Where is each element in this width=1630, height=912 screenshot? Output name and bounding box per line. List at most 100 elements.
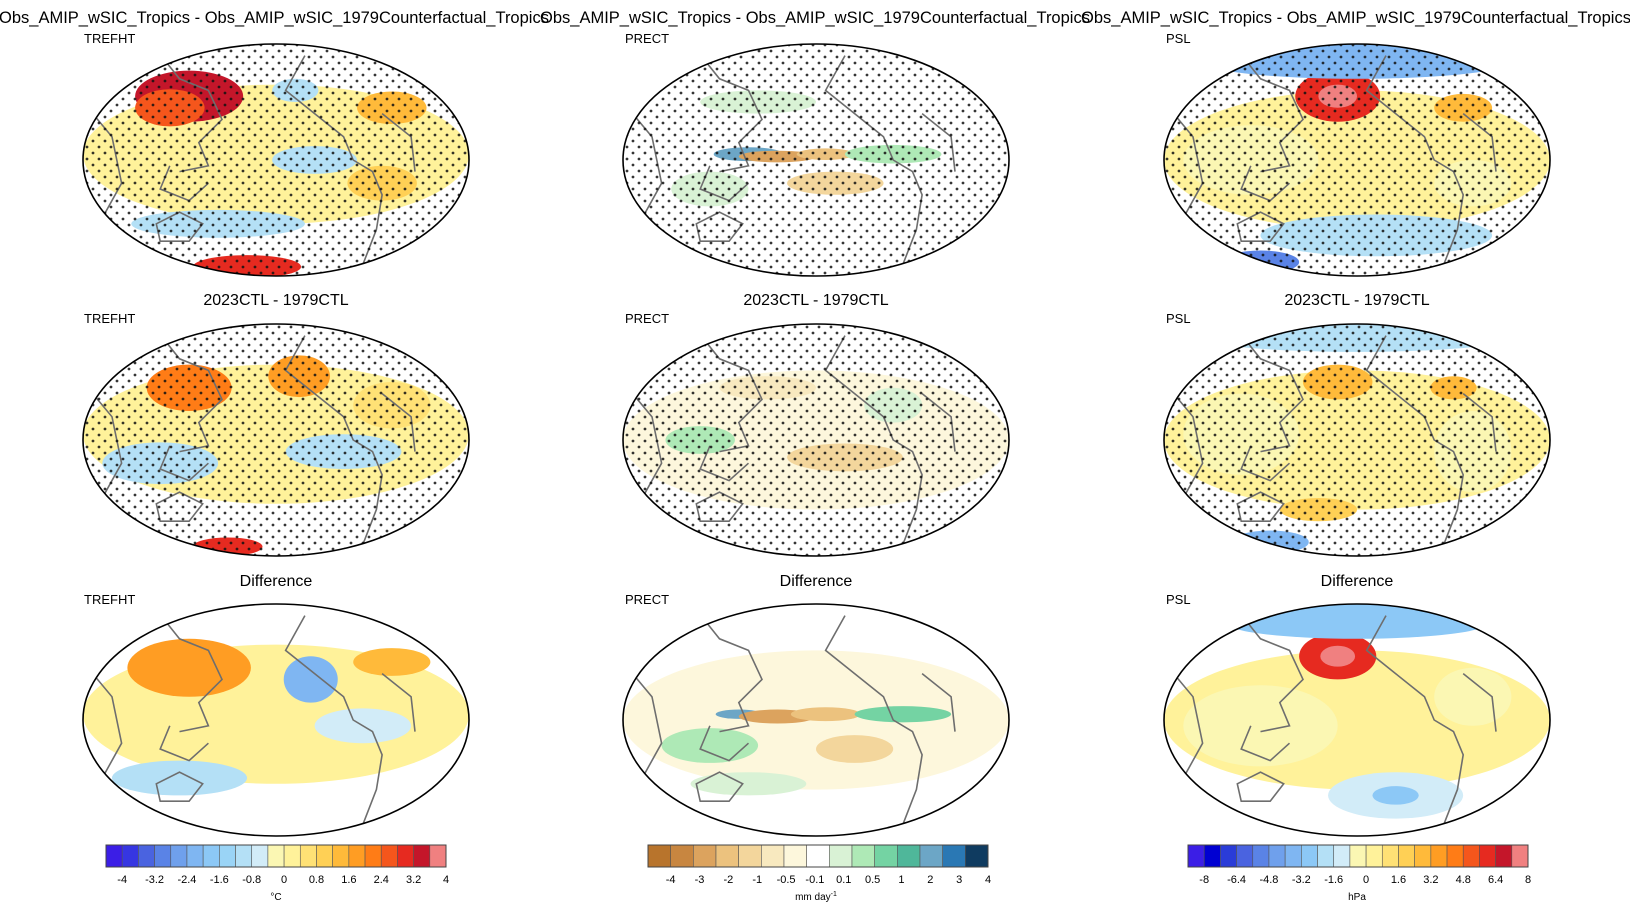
- var-label-trefht-row3: TREFHT: [84, 592, 135, 607]
- colorbar-swatch: [897, 844, 921, 868]
- colorbar-swatch: [670, 844, 694, 868]
- anomaly-region-5: [237, 737, 315, 773]
- colorbar-swatch: [1446, 844, 1464, 868]
- colorbar-tick-label: 1.6: [1391, 874, 1406, 886]
- colorbar-prect: -4 -3 -2 -1 -0.5 -0.1 0.1 0.5 1 2 3 4: [647, 844, 991, 886]
- colorbar-swatch: [1333, 844, 1351, 868]
- colorbar-swatch: [413, 844, 431, 868]
- colorbar-swatch: [138, 844, 155, 868]
- colorbar-swatch: [251, 844, 269, 868]
- colorbar-tick-label: -1.6: [1324, 874, 1343, 886]
- colorbar-swatch: [154, 844, 172, 868]
- var-label-trefht-row1: TREFHT: [84, 31, 135, 46]
- anomaly-region-3: [790, 707, 861, 722]
- coastline-0: [695, 609, 763, 733]
- colorbar-swatch: [380, 844, 398, 868]
- significance-stippling: [83, 44, 469, 276]
- coastline-1: [1240, 725, 1291, 762]
- colorbar-swatch: [851, 844, 875, 868]
- colorbar-swatch: [105, 844, 123, 868]
- coastline-0: [155, 609, 223, 733]
- colorbar-swatch: [829, 844, 853, 868]
- map-border: [1163, 323, 1551, 557]
- colorbar-tick-label: -8: [1199, 874, 1209, 886]
- colorbar-tick-label: 2.4: [374, 874, 389, 886]
- colorbar-swatch: [235, 844, 253, 868]
- var-label-prect-row1: PRECT: [625, 31, 669, 46]
- map-border: [622, 603, 1010, 837]
- anomaly-region-7: [1434, 667, 1512, 726]
- map-panel-psl-row1: [1163, 43, 1551, 277]
- anomaly-region-2: [1320, 645, 1356, 667]
- anomaly-region-6: [816, 735, 894, 763]
- significance-stippling: [623, 44, 1009, 276]
- colorbar-tick-label: -2.4: [177, 874, 196, 886]
- map-panel-prect-row3: [622, 603, 1010, 837]
- anomaly-region-5: [661, 728, 759, 763]
- colorbar-frame: [647, 844, 989, 868]
- coastline-4: [1462, 672, 1497, 732]
- colorbar-swatch: [1301, 844, 1318, 868]
- colorbar-swatch: [783, 844, 807, 868]
- colorbar-swatch: [942, 844, 966, 868]
- colorbar-swatch: [397, 844, 414, 868]
- colorbar-psl: -8 -6.4 -4.8 -3.2 -1.6 0 1.6 3.2 4.8 6.4 8: [1187, 844, 1531, 886]
- map-panel-prect-row1: [622, 43, 1010, 277]
- anomaly-region-7: [690, 772, 807, 796]
- anomaly-region-4: [1183, 685, 1338, 767]
- colorbar-tick-label: 2: [927, 874, 933, 886]
- anomaly-region-6: [1372, 786, 1419, 805]
- map-border: [82, 43, 470, 277]
- var-label-psl-row2: PSL: [1166, 311, 1191, 326]
- colorbar-swatch: [1495, 844, 1513, 868]
- map-border: [82, 603, 470, 837]
- colorbar-swatch: [1365, 844, 1383, 868]
- coastline-4: [921, 672, 956, 732]
- colorbar-tick-label: -2: [723, 874, 733, 886]
- row-title-difference-trefht: Difference: [240, 573, 313, 590]
- colorbar-unit-prect: mm day-1: [795, 891, 837, 903]
- colorbar-swatch: [1349, 844, 1367, 868]
- row-title-2023ctl-trefht: 2023CTL - 1979CTL: [203, 292, 348, 309]
- map-border: [1163, 603, 1551, 837]
- colorbar-swatch: [1220, 844, 1237, 868]
- colorbar-tick-label: 8: [1525, 874, 1531, 886]
- coastline-4: [381, 672, 416, 732]
- var-label-trefht-row2: TREFHT: [84, 311, 135, 326]
- map-border: [622, 43, 1010, 277]
- colorbar-swatch: [332, 844, 350, 868]
- colorbar-tick-label: 0.1: [836, 874, 851, 886]
- colorbar-tick-label: -3: [695, 874, 705, 886]
- anomaly-region-4: [854, 706, 952, 723]
- colorbar-swatch: [1317, 844, 1335, 868]
- colorbar-swatch: [364, 844, 382, 868]
- map-panel-trefht-row1: [82, 43, 470, 277]
- coastline-3: [824, 615, 923, 825]
- coastline-3: [284, 615, 383, 825]
- colorbar-unit-trefht: °C: [270, 892, 281, 903]
- colorbar-swatch: [919, 844, 943, 868]
- colorbar-tick-label: -4: [666, 874, 676, 886]
- significance-stippling: [623, 324, 1009, 556]
- colorbar-tick-label: -4.8: [1259, 874, 1278, 886]
- colorbar-swatch: [1479, 844, 1496, 868]
- colorbar-swatch: [1284, 844, 1302, 868]
- colorbar-frame: [105, 844, 447, 868]
- colorbar-swatch: [1187, 844, 1205, 868]
- var-label-psl-row3: PSL: [1166, 592, 1191, 607]
- colorbar-swatch: [316, 844, 333, 868]
- colorbar-swatch: [965, 844, 989, 868]
- row-title-difference-psl: Difference: [1321, 573, 1394, 590]
- colorbar-frame: [1187, 844, 1529, 868]
- colorbar-swatch: [348, 844, 366, 868]
- colorbar-swatch: [647, 844, 671, 868]
- colorbar-swatch: [283, 844, 301, 868]
- coastline-0: [1236, 609, 1304, 733]
- colorbar-swatch: [1381, 844, 1399, 868]
- colorbar-tick-label: -1: [752, 874, 762, 886]
- coastline-2: [155, 771, 204, 802]
- colorbar-tick-label: 3.2: [1423, 874, 1438, 886]
- colorbar-tick-label: -6.4: [1227, 874, 1246, 886]
- significance-stippling: [83, 324, 469, 556]
